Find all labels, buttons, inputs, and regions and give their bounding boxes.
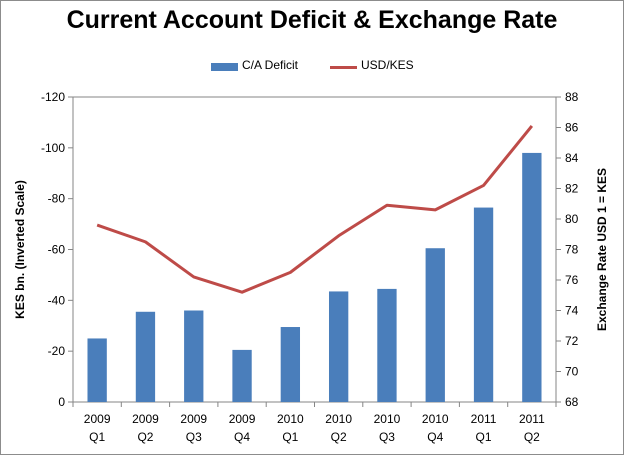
right-axis-tick-label: 88 bbox=[565, 90, 579, 104]
left-axis-tick-label: -100 bbox=[41, 141, 65, 155]
legend-label-usd-kes: USD/KES bbox=[361, 58, 414, 72]
right-axis-tick-label: 78 bbox=[565, 243, 579, 257]
right-axis-tick-label: 72 bbox=[565, 334, 579, 348]
x-axis-tick-label-year: 2009 bbox=[132, 412, 159, 426]
left-axis-tick-label: -40 bbox=[48, 293, 66, 307]
left-axis-tick-label: -120 bbox=[41, 90, 65, 104]
x-axis-tick-label-quarter: Q2 bbox=[524, 430, 540, 444]
bar-ca-deficit bbox=[522, 152, 542, 402]
left-axis-tick-label: 0 bbox=[58, 395, 65, 409]
x-axis-tick-label-quarter: Q1 bbox=[89, 430, 105, 444]
x-axis-tick-label-year: 2011 bbox=[519, 412, 545, 426]
x-axis-tick-label-quarter: Q3 bbox=[379, 430, 395, 444]
bar-ca-deficit bbox=[328, 291, 349, 402]
right-axis-tick-label: 68 bbox=[565, 395, 579, 409]
x-axis-tick-label-year: 2009 bbox=[180, 412, 207, 426]
left-axis-tick-label: -60 bbox=[48, 243, 66, 257]
x-axis-tick-label-year: 2010 bbox=[277, 412, 304, 426]
x-axis-tick-label-quarter: Q1 bbox=[476, 430, 492, 444]
legend-swatch-ca-deficit bbox=[211, 63, 238, 71]
x-axis-tick-label-year: 2009 bbox=[229, 412, 256, 426]
x-axis-tick-label-year: 2011 bbox=[471, 412, 497, 426]
bar-ca-deficit bbox=[87, 338, 107, 402]
left-axis-tick-label: -20 bbox=[48, 344, 66, 358]
right-axis-tick-label: 84 bbox=[565, 151, 579, 165]
x-axis-tick-label-quarter: Q3 bbox=[186, 430, 202, 444]
x-axis-tick-label-year: 2010 bbox=[374, 412, 401, 426]
x-axis-tick-label-year: 2009 bbox=[84, 412, 111, 426]
bar-ca-deficit bbox=[184, 310, 204, 402]
x-axis-tick-label-quarter: Q4 bbox=[427, 430, 443, 444]
legend-swatch-usd-kes bbox=[330, 66, 357, 69]
bar-ca-deficit bbox=[473, 207, 494, 402]
x-axis-tick-label-quarter: Q2 bbox=[137, 430, 153, 444]
right-axis-tick-label: 82 bbox=[565, 182, 579, 196]
left-axis-tick-label: -80 bbox=[48, 192, 66, 206]
legend-label-ca-deficit: C/A Deficit bbox=[242, 58, 299, 72]
bar-ca-deficit bbox=[232, 349, 252, 402]
right-axis-tick-label: 70 bbox=[565, 365, 579, 379]
legend: C/A Deficit USD/KES bbox=[0, 58, 624, 76]
x-axis-tick-label-quarter: Q4 bbox=[234, 430, 250, 444]
right-axis-tick-label: 74 bbox=[565, 304, 579, 318]
right-axis-tick-label: 86 bbox=[565, 121, 579, 135]
right-axis-tick-label: 80 bbox=[565, 212, 579, 226]
x-axis-tick-label-quarter: Q2 bbox=[331, 430, 347, 444]
chart-title: Current Account Deficit & Exchange Rate bbox=[66, 6, 558, 34]
x-axis-tick-label-year: 2010 bbox=[325, 412, 352, 426]
bar-ca-deficit bbox=[280, 327, 301, 402]
right-axis-title: Exchange Rate USD 1 = KES bbox=[595, 168, 609, 331]
bar-ca-deficit bbox=[377, 288, 397, 402]
bar-ca-deficit bbox=[135, 311, 156, 402]
x-axis-tick-label-year: 2010 bbox=[422, 412, 449, 426]
bar-ca-deficit bbox=[425, 248, 445, 402]
right-axis-tick-label: 76 bbox=[565, 273, 579, 287]
x-axis-tick-label-quarter: Q1 bbox=[282, 430, 298, 444]
left-axis-title: KES bn. (Inverted Scale) bbox=[13, 180, 27, 319]
line-usd-kes bbox=[96, 125, 534, 294]
